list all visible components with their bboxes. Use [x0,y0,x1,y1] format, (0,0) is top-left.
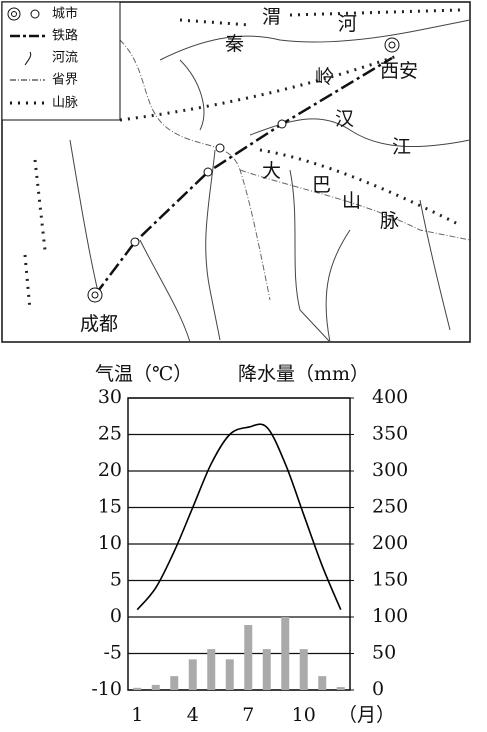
x-axis-title: （月） [338,704,395,726]
legend-label: 铁路 [52,28,78,44]
bar [225,659,234,690]
place-label: 河 [338,13,357,35]
x-tick-label: 1 [131,704,143,726]
bar [188,659,197,690]
y2-tick-label: 0 [372,678,384,700]
legend-label: 省界 [52,73,78,88]
bar [262,649,271,690]
y-tick-label: 0 [110,605,122,627]
y2-axis-title: 降水量（mm） [238,363,369,385]
legend-label: 河流 [52,51,78,66]
legend-label: 城市 [52,6,78,22]
bar [133,687,142,690]
mountains [23,8,461,311]
y-tick-label: 20 [98,459,122,481]
legend-box [1,1,121,121]
place-label: 江 [392,136,411,158]
y2-tick-label: 100 [372,605,408,627]
x-tick-label: 4 [187,704,199,726]
y2-tick-label: 150 [372,569,408,591]
y-axis-title: 气温（℃） [95,363,192,385]
bar [207,649,216,690]
y-tick-label: 15 [98,496,122,518]
place-label: 成都 [80,313,118,335]
y-tick-label: 10 [98,532,122,554]
bar [244,625,253,690]
bar [318,676,327,690]
x-tick-label: 10 [292,704,316,726]
temperature-line [136,423,342,611]
bar [281,617,290,690]
y2-tick-label: 200 [372,532,408,554]
y-tick-label: -10 [91,678,122,700]
bar [151,684,160,690]
place-label: 西安 [380,60,418,82]
place-label: 汉 [335,108,354,130]
bar [299,649,308,690]
y-tick-label: 30 [98,386,122,408]
place-label: 大 [262,160,281,182]
place-label: 岭 [315,66,334,88]
y2-tick-label: 300 [372,459,408,481]
place-label: 渭 [262,6,281,28]
x-tick-label: 7 [242,704,254,726]
y2-tick-label: 50 [372,642,396,664]
y2-tick-label: 250 [372,496,408,518]
place-label: 巴 [312,174,331,196]
place-label: 脉 [380,210,399,232]
bar [170,676,179,690]
y2-tick-label: 350 [372,423,408,445]
y-tick-label: 25 [98,423,122,445]
place-label: 秦 [225,33,244,55]
y-tick-label: 5 [110,569,122,591]
bar [336,687,345,690]
cities [87,37,400,303]
map-frame [1,1,471,343]
y2-tick-label: 400 [372,386,408,408]
place-label: 山 [342,190,361,212]
legend-icons [7,7,45,105]
y-tick-label: -5 [103,642,122,664]
legend-label: 山脉 [52,96,78,111]
railway [94,56,393,296]
